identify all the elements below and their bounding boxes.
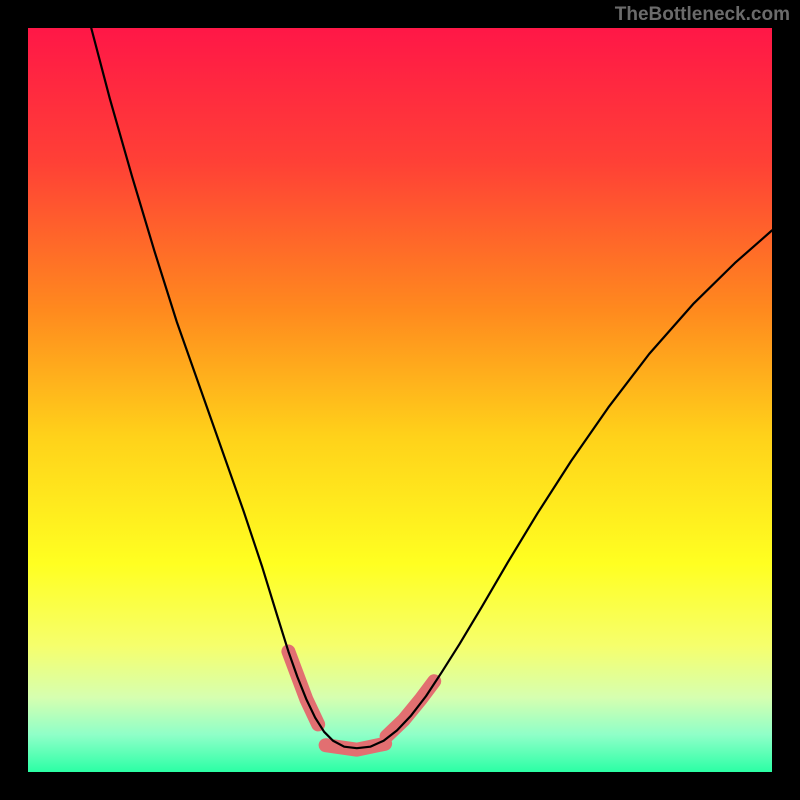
watermark-text: TheBottleneck.com [615, 4, 790, 26]
plot-area [28, 28, 772, 772]
gradient-bg [28, 28, 772, 772]
chart-svg [28, 28, 772, 772]
